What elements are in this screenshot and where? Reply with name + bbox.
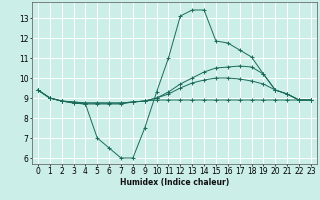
X-axis label: Humidex (Indice chaleur): Humidex (Indice chaleur) xyxy=(120,178,229,187)
